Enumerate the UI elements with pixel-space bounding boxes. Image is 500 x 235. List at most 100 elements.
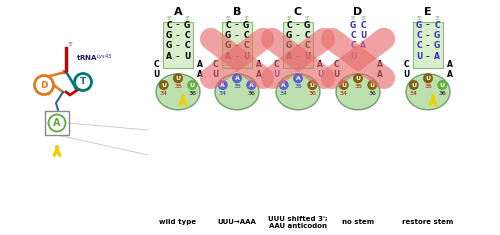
Text: C: C [304, 42, 310, 51]
Text: U: U [176, 76, 180, 81]
Text: C: C [416, 31, 422, 40]
Circle shape [74, 74, 92, 90]
Text: –: – [426, 52, 430, 61]
Text: 35: 35 [174, 84, 182, 89]
Text: C: C [212, 60, 218, 69]
Text: U: U [304, 52, 310, 61]
Text: A: A [256, 60, 262, 69]
Text: A: A [234, 76, 240, 81]
Text: G: G [350, 20, 356, 30]
Text: 34: 34 [218, 90, 226, 96]
Text: wild type: wild type [160, 219, 196, 225]
Text: G: G [304, 20, 310, 30]
Text: 5': 5' [286, 16, 292, 21]
Text: D: D [40, 81, 48, 90]
Text: –: – [296, 52, 300, 61]
Text: C: C [360, 20, 366, 30]
Text: A: A [360, 42, 366, 51]
Text: C: C [294, 7, 302, 17]
Text: C: C [184, 31, 190, 40]
Circle shape [232, 73, 242, 83]
Circle shape [188, 80, 198, 90]
Text: U: U [190, 82, 195, 88]
Text: 34: 34 [160, 90, 168, 96]
FancyBboxPatch shape [222, 22, 252, 68]
Text: U: U [184, 52, 190, 61]
Text: C: C [166, 20, 172, 30]
Text: –: – [235, 52, 239, 61]
Text: 3': 3' [434, 16, 440, 21]
Text: 34: 34 [340, 90, 347, 96]
Circle shape [308, 80, 318, 90]
Text: C: C [434, 20, 440, 30]
Text: U: U [370, 82, 375, 88]
Text: 35: 35 [354, 84, 362, 89]
Text: G: G [434, 42, 440, 51]
Text: C: C [350, 31, 356, 40]
Ellipse shape [276, 74, 320, 110]
Text: C: C [286, 20, 292, 30]
Text: –: – [235, 31, 239, 40]
Text: 3': 3' [243, 16, 249, 21]
Text: G: G [286, 42, 292, 51]
Text: G: G [286, 31, 292, 40]
Text: A: A [53, 118, 61, 128]
Ellipse shape [336, 74, 380, 110]
Text: D: D [354, 7, 362, 17]
Text: T: T [80, 78, 86, 86]
Text: 35: 35 [233, 84, 241, 89]
Text: A: A [377, 70, 383, 79]
Text: tRNA$^{Lys43}$: tRNA$^{Lys43}$ [76, 52, 112, 64]
FancyBboxPatch shape [283, 22, 313, 68]
Text: 3': 3' [304, 16, 310, 21]
Text: A: A [249, 82, 254, 88]
Text: A: A [197, 60, 203, 69]
Text: C: C [304, 31, 310, 40]
Circle shape [218, 80, 228, 90]
Text: A: A [256, 70, 262, 79]
Text: U: U [356, 76, 360, 81]
Text: 34: 34 [410, 90, 418, 96]
Text: A: A [220, 82, 225, 88]
Text: G: G [166, 31, 172, 40]
Text: C: C [350, 42, 356, 51]
Text: G: G [225, 31, 231, 40]
Text: restore stem: restore stem [402, 219, 454, 225]
Text: –: – [176, 20, 180, 30]
Text: A: A [296, 76, 300, 81]
Text: U: U [426, 76, 430, 81]
Text: C: C [243, 31, 249, 40]
Text: –: – [235, 20, 239, 30]
Ellipse shape [156, 74, 200, 110]
Circle shape [158, 80, 168, 90]
Circle shape [353, 73, 363, 83]
Text: A: A [447, 70, 453, 79]
Text: C: C [403, 60, 409, 69]
Text: 3': 3' [184, 16, 190, 21]
Text: A: A [174, 7, 182, 17]
Text: G: G [166, 42, 172, 51]
Text: U: U [416, 52, 422, 61]
Text: A: A [166, 52, 172, 61]
Text: U: U [440, 82, 445, 88]
Text: C: C [153, 60, 159, 69]
Text: –: – [176, 42, 180, 51]
Circle shape [408, 80, 418, 90]
Text: 36: 36 [438, 90, 446, 96]
Text: 5': 5' [62, 70, 68, 74]
Text: –: – [296, 31, 300, 40]
Circle shape [293, 73, 303, 83]
Circle shape [48, 114, 66, 132]
Text: –: – [296, 42, 300, 51]
Text: A: A [447, 60, 453, 69]
Text: C: C [243, 42, 249, 51]
Text: U: U [360, 31, 366, 40]
Text: C: C [333, 60, 339, 69]
Text: 35: 35 [294, 84, 302, 89]
Text: C: C [225, 20, 231, 30]
Text: C: C [416, 42, 422, 51]
Text: U: U [341, 82, 346, 88]
Text: A: A [197, 70, 203, 79]
Text: –: – [296, 20, 300, 30]
Text: UUU→AAA: UUU→AAA [218, 219, 256, 225]
